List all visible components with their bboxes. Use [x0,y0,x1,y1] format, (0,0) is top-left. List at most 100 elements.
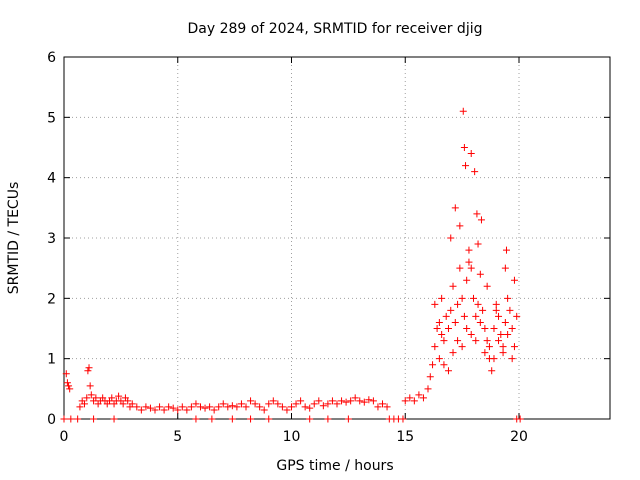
data-point [440,361,448,369]
data-point [447,306,455,314]
data-point [247,397,255,405]
data-point [60,415,68,423]
data-point [80,400,88,408]
data-point [467,331,475,339]
data-point [63,379,71,387]
data-point [444,367,452,375]
data-point [201,404,209,412]
data-point [495,312,503,320]
data-point [151,406,159,414]
data-point [208,415,216,423]
data-point [310,400,318,408]
data-point [474,300,482,308]
y-tick-label: 2 [47,291,56,307]
data-point [488,367,496,375]
data-point [379,400,386,408]
data-point [473,210,481,218]
data-point [338,397,346,405]
data-point [65,382,73,390]
data-point [429,361,437,369]
data-point [288,403,295,411]
data-point [472,337,480,345]
data-point [256,403,264,411]
data-point [174,406,182,414]
data-point [215,403,223,411]
data-point [92,394,100,402]
data-point [463,276,471,284]
data-point [460,144,468,151]
data-point [435,318,443,326]
x-tick-label: 0 [60,429,69,445]
data-point [458,294,466,302]
data-point [115,392,123,400]
data-point [477,216,485,224]
data-point [228,402,236,410]
y-tick-label: 1 [47,352,56,368]
data-point [508,325,516,332]
data-point [124,397,132,405]
data-point [485,343,493,351]
data-point [324,400,332,408]
data-point [86,382,94,390]
data-point [426,373,434,381]
x-axis-label: GPS time / hours [276,458,393,474]
data-point [74,415,82,423]
data-point [301,403,309,411]
data-point [449,349,457,357]
data-point [374,403,382,411]
y-axis-label: SRMTID / TECUs [6,182,22,295]
data-point [435,355,443,363]
data-point [306,404,314,412]
data-point [401,397,409,405]
data-point [490,355,498,363]
data-point [315,397,323,405]
axis-ticks: 0 5 10 15 20 0 1 2 3 4 5 6 [47,50,610,445]
data-point [342,398,350,406]
data-point [449,282,457,290]
data-point [424,385,432,393]
data-point [474,240,482,248]
x-tick-label: 20 [510,429,528,445]
data-point [274,400,282,408]
data-point [442,312,450,320]
data-point [471,168,479,176]
y-tick-label: 3 [47,231,56,247]
data-point [438,294,446,302]
data-point [297,397,305,405]
data-point [265,400,273,408]
data-point [472,312,480,320]
data-point [142,403,150,411]
y-tick-label: 0 [47,412,56,428]
data-point [438,331,446,339]
data-point [278,403,286,411]
data-point [292,400,300,408]
data-point [87,391,95,399]
data-point [365,396,373,404]
data-point [470,294,477,302]
data-point [228,415,236,423]
data-point [83,394,91,402]
data-point [504,294,512,302]
data-point [247,415,255,423]
data-point [481,349,489,357]
data-points [60,107,524,423]
data-point [119,400,127,408]
data-point [513,312,521,320]
data-point [178,403,186,411]
data-point [415,391,423,399]
data-point [283,406,291,414]
data-point [465,246,473,254]
data-point [444,325,452,332]
data-point [459,107,467,115]
x-tick-label: 10 [283,429,301,445]
data-point [510,276,518,284]
data-point [169,404,177,412]
data-point [328,397,336,405]
data-point [90,415,98,423]
data-point [458,343,466,351]
data-point [347,397,355,405]
data-point [456,264,464,272]
data-point [462,162,470,170]
data-point [476,270,484,278]
data-point [467,150,475,158]
